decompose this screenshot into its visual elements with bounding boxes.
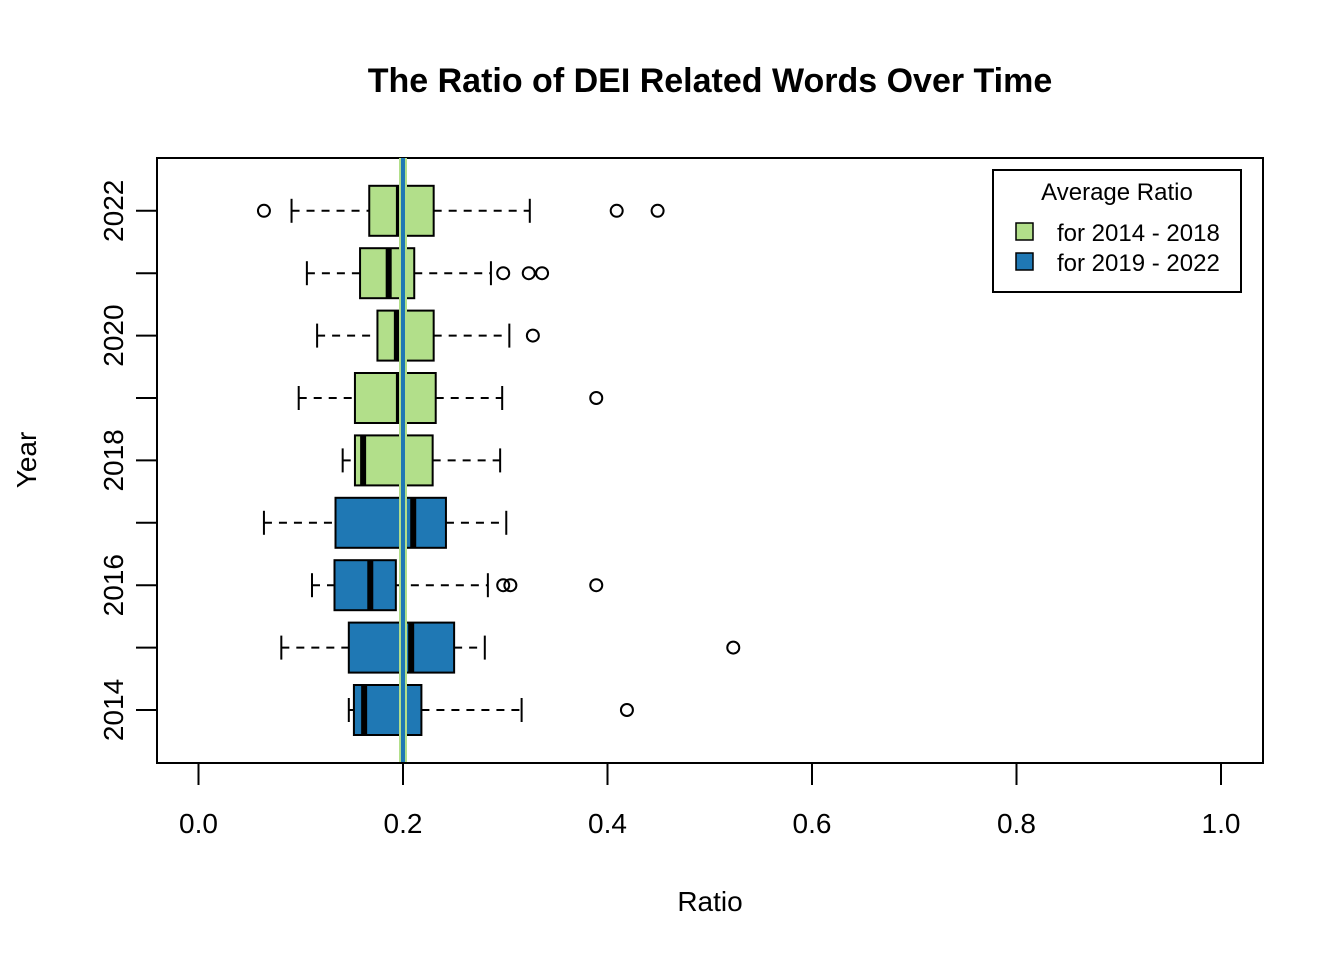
outlier-point [521,266,536,281]
box-2016 [310,559,604,612]
x-axis: 0.0 0.2 0.4 0.6 0.8 1.0 [179,762,1241,839]
box-iqr [334,496,447,549]
outlier-point [650,203,665,218]
outlier-point [589,578,604,593]
outlier-point [525,328,540,343]
legend-title: Average Ratio [1041,179,1193,206]
outlier-point [503,578,518,593]
outlier-point [619,703,634,717]
box-2014 [347,684,634,736]
chart-title: The Ratio of DEI Related Words Over Time [368,62,1053,100]
outlier-point [535,266,550,281]
x-tick-label: 0.8 [997,808,1036,839]
box-2018 [341,434,502,487]
legend-label-2014-2018: for 2014 - 2018 [1057,220,1220,247]
legend-swatch-2019-2022 [1015,252,1034,271]
y-tick-label: 2022 [98,180,129,242]
legend: Average Ratio for 2014 - 2018 for 2019 -… [992,169,1242,293]
x-tick-label: 0.2 [384,808,423,839]
legend-box [992,169,1242,293]
boxes-layer [256,184,741,736]
y-axis-title: Year [11,432,42,489]
legend-label-2019-2022: for 2019 - 2022 [1057,250,1220,277]
outlier-point [256,203,271,218]
box-2021 [305,247,550,300]
box-2015 [280,621,741,674]
outlier-point [609,203,624,218]
y-tick-label: 2014 [98,679,129,741]
box-2020 [316,309,540,362]
y-tick-label: 2018 [98,429,129,491]
x-tick-label: 1.0 [1202,808,1241,839]
outlier-point [589,391,604,405]
legend-swatch-2014-2018 [1015,222,1034,241]
box-2017 [262,496,508,549]
box-iqr [333,559,397,612]
box-2019 [297,372,604,424]
y-axis: 2014 2016 2018 2020 2022 [98,180,157,741]
box-iqr [353,372,437,424]
y-tick-label: 2016 [98,554,129,616]
outlier-point [726,640,741,655]
x-tick-label: 0.0 [179,808,218,839]
box-iqr [353,434,434,487]
x-axis-title: Ratio [677,886,742,917]
y-tick-label: 2020 [98,304,129,366]
x-tick-label: 0.6 [793,808,832,839]
outlier-point [496,266,511,281]
box-2022 [256,184,665,237]
x-tick-label: 0.4 [588,808,627,839]
outlier-point [496,578,511,593]
